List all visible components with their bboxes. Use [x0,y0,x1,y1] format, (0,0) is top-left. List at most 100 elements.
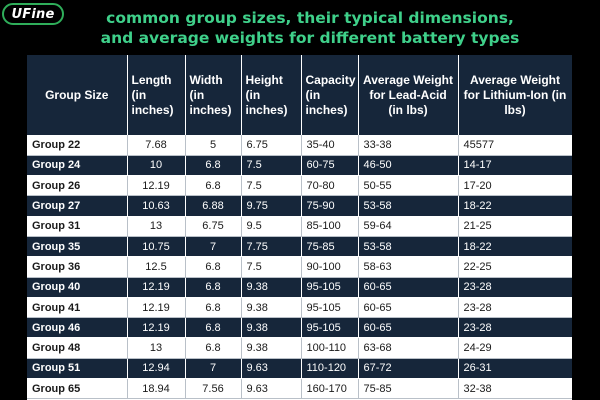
table-row: Group 27 10.63 6.88 9.75 75-90 53-58 18-22 [27,195,572,217]
cell-capacity: 95-105 [301,297,359,319]
cell-length: 10 [127,155,186,177]
table-row: Group 46 12.19 6.8 9.38 95-105 60-65 23-28 [27,317,572,339]
cell-width: 6.88 [185,195,242,217]
cell-lead-acid-weight: 75-85 [358,378,459,400]
cell-height: 6.75 [241,135,302,156]
cell-height: 9.38 [241,277,302,298]
cell-group-size: Group 22 [27,135,128,156]
cell-lithium-ion-weight: 23-28 [458,297,572,319]
page-title-line-2: and average weights for different batter… [100,29,520,47]
cell-lithium-ion-weight: 26-31 [458,358,572,380]
cell-capacity: 90-100 [301,256,359,278]
cell-capacity: 95-105 [301,277,359,298]
cell-capacity: 95-105 [301,317,359,339]
cell-capacity: 110-120 [301,358,359,380]
header-capacity: Capacity (in inches) [301,55,359,135]
cell-lithium-ion-weight: 24-29 [458,337,572,359]
cell-height: 9.63 [241,358,302,380]
cell-capacity: 35-40 [301,135,359,156]
cell-length: 12.19 [127,277,186,298]
cell-width: 6.8 [185,297,242,319]
cell-height: 9.63 [241,378,302,400]
cell-capacity: 75-85 [301,236,359,258]
table-row: Group 51 12.94 7 9.63 110-120 67-72 26-31 [27,358,572,380]
cell-group-size: Group 36 [27,256,128,278]
cell-lead-acid-weight: 50-55 [358,175,459,197]
cell-width: 6.8 [185,155,242,177]
cell-lithium-ion-weight: 23-28 [458,277,572,298]
cell-length: 12.19 [127,317,186,339]
cell-lithium-ion-weight: 18-22 [458,195,572,217]
brand-logo: UFine [2,3,64,25]
cell-width: 5 [185,135,242,156]
cell-height: 7.75 [241,236,302,258]
cell-lead-acid-weight: 63-68 [358,337,459,359]
cell-width: 6.75 [185,216,242,237]
cell-capacity: 85-100 [301,216,359,237]
cell-capacity: 100-110 [301,337,359,359]
cell-capacity: 60-75 [301,155,359,177]
cell-height: 9.5 [241,216,302,237]
cell-length: 13 [127,337,186,359]
brand-logo-text: UFine [11,6,55,22]
header-group-size: Group Size [27,55,128,135]
cell-width: 7 [185,236,242,258]
table-row: Group 48 13 6.8 9.38 100-110 63-68 24-29 [27,337,572,359]
cell-height: 9.38 [241,337,302,359]
cell-width: 6.8 [185,317,242,339]
cell-height: 7.5 [241,175,302,197]
table-row: Group 26 12.19 6.8 7.5 70-80 50-55 17-20 [27,175,572,197]
cell-length: 18.94 [127,378,186,400]
cell-group-size: Group 41 [27,297,128,319]
header-width: Width (in inches) [185,55,242,135]
cell-lead-acid-weight: 60-65 [358,277,459,298]
cell-length: 10.63 [127,195,186,217]
cell-width: 6.8 [185,256,242,278]
cell-length: 7.68 [127,135,186,156]
cell-capacity: 70-80 [301,175,359,197]
cell-group-size: Group 35 [27,236,128,258]
cell-group-size: Group 48 [27,337,128,359]
cell-lead-acid-weight: 58-63 [358,256,459,278]
page-title: common group sizes, their typical dimens… [60,8,560,48]
header-height: Height (in inches) [241,55,302,135]
cell-lithium-ion-weight: 32-38 [458,378,572,400]
table-row: Group 35 10.75 7 7.75 75-85 53-58 18-22 [27,236,572,258]
cell-lithium-ion-weight: 21-25 [458,216,572,237]
cell-lead-acid-weight: 60-65 [358,297,459,319]
header-lithium-ion-weight: Average Weight for Lithium-Ion (in lbs) [458,55,572,135]
page-title-line-1: common group sizes, their typical dimens… [106,9,514,27]
cell-lead-acid-weight: 59-64 [358,216,459,237]
cell-width: 7 [185,358,242,380]
table-row: Group 31 13 6.75 9.5 85-100 59-64 21-25 [27,216,572,237]
cell-lead-acid-weight: 53-58 [358,236,459,258]
header-length: Length (in inches) [127,55,186,135]
cell-length: 13 [127,216,186,237]
table-row: Group 36 12.5 6.8 7.5 90-100 58-63 22-25 [27,256,572,278]
cell-height: 9.75 [241,195,302,217]
cell-group-size: Group 46 [27,317,128,339]
cell-lithium-ion-weight: 23-28 [458,317,572,339]
table-body: Group 22 7.68 5 6.75 35-40 33-38 45577 Group 24… [27,135,572,400]
cell-length: 12.5 [127,256,186,278]
header-lead-acid-weight: Average Weight for Lead-Acid (in lbs) [358,55,459,135]
cell-group-size: Group 31 [27,216,128,237]
cell-lead-acid-weight: 33-38 [358,135,459,156]
cell-length: 12.19 [127,297,186,319]
cell-group-size: Group 24 [27,155,128,177]
cell-lithium-ion-weight: 18-22 [458,236,572,258]
cell-group-size: Group 65 [27,378,128,400]
cell-width: 6.8 [185,175,242,197]
cell-capacity: 75-90 [301,195,359,217]
cell-height: 7.5 [241,155,302,177]
cell-lead-acid-weight: 60-65 [358,317,459,339]
cell-width: 7.56 [185,378,242,400]
cell-length: 12.19 [127,175,186,197]
table-row: Group 65 18.94 7.56 9.63 160-170 75-85 32-38 [27,378,572,400]
cell-width: 6.8 [185,337,242,359]
table-row: Group 40 12.19 6.8 9.38 95-105 60-65 23-28 [27,277,572,298]
cell-lithium-ion-weight: 45577 [458,135,572,156]
cell-length: 10.75 [127,236,186,258]
cell-lead-acid-weight: 46-50 [358,155,459,177]
cell-group-size: Group 40 [27,277,128,298]
